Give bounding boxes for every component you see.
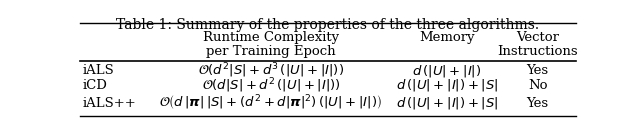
Text: $\mathcal{O}(d|S| + d^2\,(|U|+|I|))$: $\mathcal{O}(d|S| + d^2\,(|U|+|I|))$: [202, 76, 340, 95]
Text: Yes: Yes: [527, 64, 548, 77]
Text: $\mathcal{O}\left(d\,|\boldsymbol{\pi}|\,|S| + (d^2+d|\boldsymbol{\pi}|^2)\,(|U|: $\mathcal{O}\left(d\,|\boldsymbol{\pi}|\…: [159, 93, 383, 113]
Text: Table 1: Summary of the properties of the three algorithms.: Table 1: Summary of the properties of th…: [116, 18, 540, 32]
Text: Vector: Vector: [516, 31, 559, 44]
Text: $\mathcal{O}(d^2|S| + d^3\,(|U|+|I|))$: $\mathcal{O}(d^2|S| + d^3\,(|U|+|I|))$: [198, 61, 344, 80]
Text: $d\,(|U|+|I|) + |S|$: $d\,(|U|+|I|) + |S|$: [396, 77, 499, 93]
Text: per Training Epoch: per Training Epoch: [206, 45, 336, 58]
Text: iALS++: iALS++: [83, 97, 136, 110]
Text: Yes: Yes: [527, 97, 548, 110]
Text: Runtime Complexity: Runtime Complexity: [203, 31, 339, 44]
Text: $d\,(|U|+|I|) + |S|$: $d\,(|U|+|I|) + |S|$: [396, 95, 499, 111]
Text: iCD: iCD: [83, 79, 108, 92]
Text: No: No: [528, 79, 547, 92]
Text: iALS: iALS: [83, 64, 114, 77]
Text: Instructions: Instructions: [497, 45, 578, 58]
Text: $d\,(|U|+|I|)$: $d\,(|U|+|I|)$: [412, 63, 482, 79]
Text: Memory: Memory: [419, 31, 475, 44]
